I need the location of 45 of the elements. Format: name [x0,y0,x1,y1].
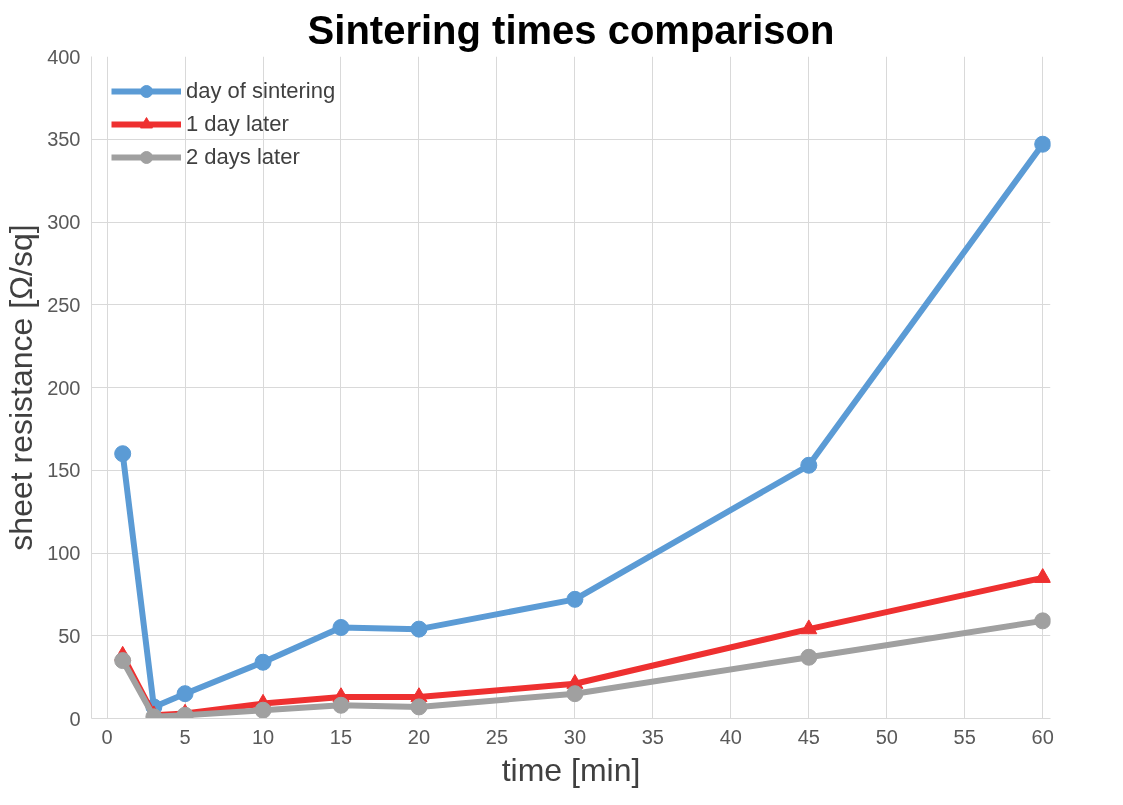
point [254,701,272,719]
point [566,590,584,608]
point [332,618,350,636]
chart-title: Sintering times comparison [307,7,835,52]
x-tick-label: 55 [953,725,976,748]
point [176,685,194,703]
point [800,456,818,474]
y-tick-label: 350 [47,128,81,151]
point [254,653,272,671]
point [566,685,584,703]
x-tick-label: 25 [485,725,509,748]
legend-label: 2 days later [186,144,300,170]
x-axis-title: time [min] [501,751,641,788]
point [800,619,818,635]
point [410,698,428,716]
legend-label: day of sintering [186,78,336,104]
point [1034,612,1051,630]
y-tick-label: 0 [69,707,81,730]
y-axis-title: sheet resistance [Ω/sq] [3,224,40,551]
x-tick-label: 50 [875,725,898,748]
x-tick-label: 15 [329,725,353,748]
point [114,652,132,670]
y-tick-label: 400 [47,45,81,68]
point [1034,568,1051,583]
point [410,620,428,638]
x-tick-label: 10 [251,725,275,748]
x-tick-label: 0 [101,725,113,748]
point [114,445,132,463]
x-tick-label: 5 [179,725,191,748]
y-tick-label: 250 [47,293,81,316]
x-tick-label: 40 [719,725,742,748]
x-tick-label: 30 [563,725,587,748]
x-tick-label: 20 [407,725,431,748]
point [1034,135,1051,153]
y-tick-label: 150 [47,459,81,482]
y-tick-label: 300 [47,211,81,233]
point [332,696,350,714]
point [800,648,818,666]
y-tick-label: 50 [58,624,81,647]
x-tick-label: 60 [1031,725,1054,748]
x-tick-label: 35 [641,725,664,748]
y-tick-label: 100 [47,542,81,564]
legend-label: 1 day later [186,111,289,137]
y-tick-label: 200 [47,376,81,399]
x-tick-label: 45 [797,725,820,748]
